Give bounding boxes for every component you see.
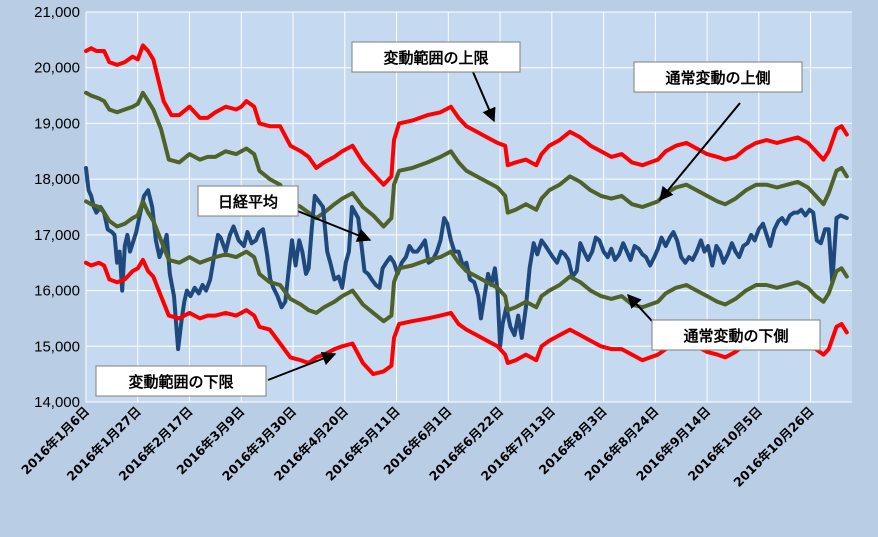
- y-tick-label: 21,000: [34, 4, 80, 21]
- label-lower-normal-text: 通常変動の下側: [683, 327, 788, 345]
- y-tick-label: 15,000: [34, 338, 80, 355]
- label-upper-range-text: 変動範囲の上限: [383, 49, 488, 67]
- series-line-lower-normal: [84, 199, 849, 324]
- label-lower-range: 変動範囲の下限: [95, 365, 267, 397]
- y-tick-label: 20,000: [34, 60, 80, 77]
- y-tick-label: 17,000: [34, 227, 80, 244]
- annotation-labels: 変動範囲の上限 通常変動の上側 日経平均 通常変動の下側 変動範囲の下限: [95, 41, 821, 397]
- label-upper-normal: 通常変動の上側: [633, 61, 803, 93]
- label-nikkei: 日経平均: [197, 185, 299, 217]
- y-axis-tick-labels: 14,000 15,000 16,000 17,000 18,000 19,000 20,0…: [34, 4, 80, 411]
- y-tick-label: 18,000: [34, 171, 80, 188]
- y-tick-label: 14,000: [34, 394, 80, 411]
- series-line-upper-range: [84, 43, 849, 187]
- series-lines: [84, 43, 849, 377]
- label-lower-range-text: 変動範囲の下限: [128, 373, 233, 391]
- series-line-lower-range: [84, 257, 849, 377]
- series-line-nikkei: [84, 166, 849, 352]
- label-nikkei-text: 日経平均: [218, 193, 278, 211]
- annotations: [267, 71, 741, 381]
- y-tick-label: 19,000: [34, 115, 80, 132]
- label-upper-range: 変動範囲の上限: [351, 41, 521, 73]
- label-upper-normal-text: 通常変動の上側: [665, 69, 770, 87]
- y-tick-label: 16,000: [34, 283, 80, 300]
- label-lower-normal: 通常変動の下側: [651, 319, 821, 351]
- series-line-upper-normal: [84, 90, 849, 229]
